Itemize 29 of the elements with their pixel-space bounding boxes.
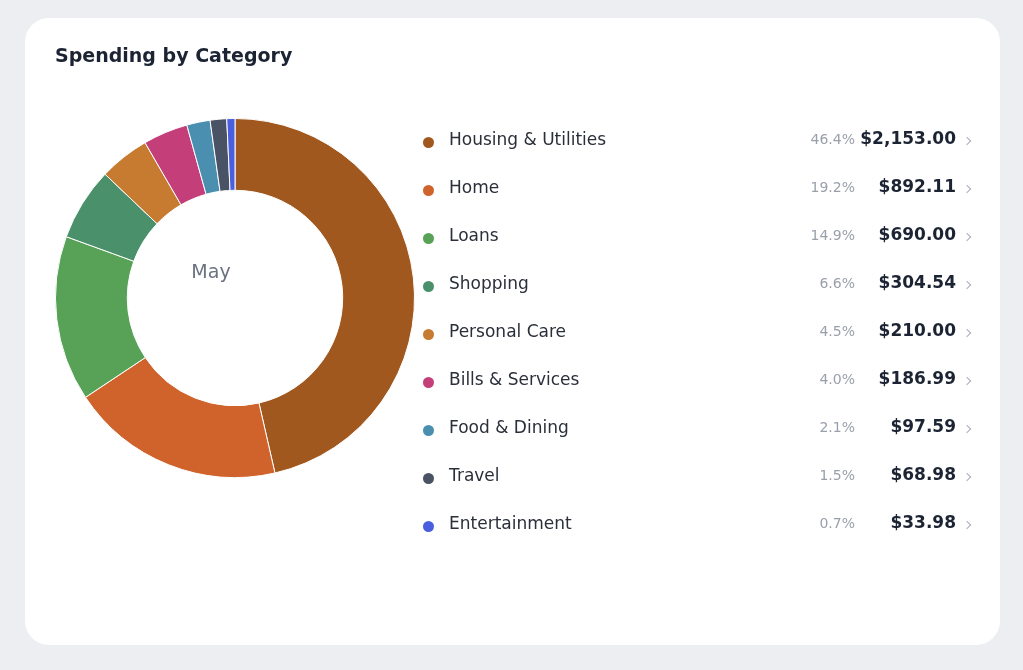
legend-label: Housing & Utilities: [449, 129, 607, 149]
legend-label: Personal Care: [449, 321, 567, 341]
legend-label: Travel: [449, 465, 500, 485]
data-label: $2,153.00: [860, 128, 956, 148]
data-label: $690.00: [878, 224, 956, 244]
text: 1.5%: [819, 467, 855, 483]
data-label: $68.98: [890, 464, 956, 484]
legend-label: Home: [449, 177, 500, 197]
text: May: [190, 260, 232, 282]
legend-label: Loans: [449, 225, 499, 245]
data-label: $210.00: [878, 320, 956, 340]
data-label: $186.99: [878, 368, 956, 388]
data-label: $892.11: [878, 176, 956, 196]
text: 2.1%: [819, 419, 855, 435]
text: 0.7%: [819, 515, 855, 531]
text: 6.6%: [819, 275, 855, 291]
chart-title: Spending by Category: [55, 44, 293, 66]
legend-label: Food & Dining: [449, 417, 569, 437]
text: 14.9%: [810, 227, 855, 243]
legend-label: Entertainment: [449, 513, 572, 533]
data-label: $304.54: [878, 272, 956, 292]
legend-label: Bills & Services: [449, 369, 580, 389]
text: 4.5%: [819, 323, 855, 339]
text: 46.4%: [810, 131, 855, 147]
text: 4.0%: [819, 371, 855, 387]
data-label: $97.59: [890, 416, 956, 436]
text: 19.2%: [810, 179, 855, 195]
legend-label: Shopping: [449, 273, 529, 293]
data-label: $33.98: [890, 512, 956, 532]
